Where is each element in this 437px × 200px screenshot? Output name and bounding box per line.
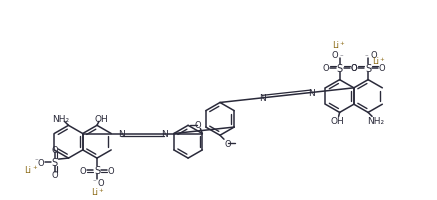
Text: O: O: [370, 51, 377, 60]
Text: +: +: [32, 164, 37, 169]
Text: O: O: [51, 145, 58, 154]
Text: O: O: [350, 64, 357, 73]
Text: O: O: [51, 171, 58, 180]
Text: Li: Li: [91, 187, 98, 196]
Text: ⁻: ⁻: [364, 55, 368, 60]
Text: NH₂: NH₂: [368, 116, 385, 125]
Text: Li: Li: [332, 41, 339, 50]
Text: +: +: [380, 57, 384, 61]
Text: O: O: [379, 64, 385, 73]
Text: ⁻: ⁻: [35, 157, 38, 163]
Text: N: N: [118, 129, 125, 138]
Text: O: O: [108, 166, 114, 175]
Text: O: O: [332, 51, 339, 60]
Text: O: O: [194, 120, 201, 129]
Text: S: S: [52, 157, 58, 167]
Text: O: O: [80, 166, 87, 175]
Text: OH: OH: [331, 116, 344, 125]
Text: S: S: [94, 165, 100, 175]
Text: O: O: [351, 64, 357, 73]
Text: ⁻: ⁻: [92, 178, 96, 184]
Text: ⁻: ⁻: [340, 55, 343, 60]
Text: OH: OH: [94, 114, 108, 123]
Text: S: S: [336, 63, 343, 73]
Text: N: N: [308, 89, 314, 98]
Text: NH₂: NH₂: [52, 114, 69, 123]
Text: O: O: [225, 139, 231, 148]
Text: +: +: [339, 41, 344, 46]
Text: Li: Li: [372, 57, 379, 66]
Text: O: O: [37, 158, 44, 167]
Text: S: S: [365, 63, 371, 73]
Text: N: N: [161, 129, 167, 138]
Text: Li: Li: [24, 165, 31, 174]
Text: O: O: [98, 179, 104, 187]
Text: +: +: [98, 187, 103, 192]
Text: N: N: [260, 94, 266, 103]
Text: O: O: [323, 64, 329, 73]
